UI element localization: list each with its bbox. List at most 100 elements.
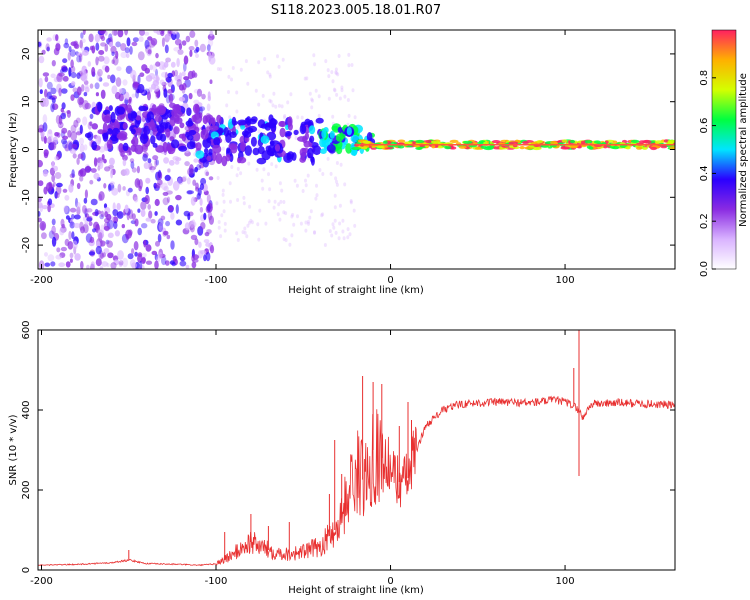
spectrogram-tone-cell xyxy=(329,130,335,139)
spectrogram-noise-cell xyxy=(51,218,56,226)
spectrogram-tone-cell xyxy=(173,117,183,124)
spectrogram-noise-cell xyxy=(183,76,190,81)
spectrogram-noise-cell xyxy=(125,53,130,59)
spectrogram-tone-cell xyxy=(240,124,246,130)
spectrogram-noise-cell xyxy=(79,124,83,134)
spectrogram-noise-cell xyxy=(61,102,66,110)
spectrogram-noise-cell xyxy=(277,103,281,108)
spectrogram-noise-cell xyxy=(328,229,332,234)
spectrogram-noise-cell xyxy=(236,125,240,130)
spectrogram-noise-cell xyxy=(203,239,210,244)
spectrogram-tone-cell xyxy=(216,114,222,124)
spectrogram-noise-cell xyxy=(51,103,59,110)
spectrogram-noise-cell xyxy=(170,61,176,68)
spectrogram-noise-cell xyxy=(48,135,55,144)
spectrogram-noise-cell xyxy=(346,235,350,240)
spectrogram-noise-cell xyxy=(283,114,287,118)
spectrogram-noise-cell xyxy=(95,42,100,51)
spectrogram-noise-cell xyxy=(286,100,290,105)
spectrogram-noise-cell xyxy=(59,227,65,236)
spectrogram-noise-cell xyxy=(329,171,333,176)
spectrogram-tone-cell xyxy=(247,125,258,133)
spectrogram-noise-cell xyxy=(85,213,90,219)
spectrogram-noise-cell xyxy=(239,171,243,176)
spectrogram-tone-cell xyxy=(186,107,192,116)
spectrogram-noise-cell xyxy=(247,161,251,166)
spectrogram-tone-cell xyxy=(245,116,252,126)
spectrogram-noise-cell xyxy=(54,132,59,137)
spectrogram-noise-cell xyxy=(183,62,187,72)
spectrogram-noise-cell xyxy=(99,160,104,169)
spectrogram-noise-cell xyxy=(168,159,175,166)
spectrogram-noise-cell xyxy=(67,130,72,138)
spectrogram-noise-cell xyxy=(92,228,97,233)
spectrogram-noise-cell xyxy=(82,69,87,80)
spectrogram-noise-cell xyxy=(80,261,84,269)
spectrogram-noise-cell xyxy=(326,156,330,161)
spectrogram-noise-cell xyxy=(351,88,355,93)
spectrogram-noise-cell xyxy=(122,159,127,167)
spectrogram-noise-cell xyxy=(200,222,206,230)
spectrogram-noise-cell xyxy=(126,37,131,47)
spectrogram-tone-cell xyxy=(178,145,188,152)
spectrogram-noise-cell xyxy=(101,261,109,267)
spectrogram-noise-cell xyxy=(311,98,314,103)
spectrogram-noise-cell xyxy=(71,143,78,149)
spectrogram-tone-cell xyxy=(403,141,413,145)
spectrogram-noise-cell xyxy=(44,76,49,83)
spectrogram-noise-cell xyxy=(164,174,171,181)
spectrogram-noise-cell xyxy=(235,109,239,114)
spectrogram-noise-cell xyxy=(115,41,121,48)
spectrogram-noise-cell xyxy=(306,173,310,178)
spectrogram-y-tick-label: -10 xyxy=(21,189,32,205)
spectrogram-tone-cell xyxy=(361,146,368,150)
spectrogram-noise-cell xyxy=(184,161,190,167)
spectrogram-noise-cell xyxy=(168,93,174,104)
spectrogram-noise-cell xyxy=(39,89,43,94)
spectrogram-noise-cell xyxy=(46,182,53,192)
spectrogram-noise-cell xyxy=(41,205,48,210)
spectrogram-noise-cell xyxy=(280,188,284,193)
spectrogram-noise-cell xyxy=(41,223,45,231)
snr-y-tick-label: 600 xyxy=(21,320,32,339)
spectrogram-noise-cell xyxy=(183,55,189,65)
spectrogram-noise-cell xyxy=(154,211,158,216)
spectrogram-noise-cell xyxy=(324,59,328,64)
spectrogram-noise-cell xyxy=(47,129,53,140)
spectrogram-noise-cell xyxy=(290,214,294,219)
spectrogram-noise-cell xyxy=(349,199,353,203)
spectrogram-tone-cell xyxy=(116,106,126,115)
spectrogram-tone-cell xyxy=(636,146,643,150)
spectrogram-noise-cell xyxy=(138,179,143,189)
spectrogram-tone-cell xyxy=(130,111,137,119)
spectrogram-tone-cell xyxy=(130,128,136,135)
spectrogram-noise-cell xyxy=(289,92,293,97)
spectrogram-noise-cell xyxy=(175,219,183,226)
spectrogram-noise-cell xyxy=(53,165,58,172)
spectrogram-noise-cell xyxy=(346,227,350,232)
spectrogram-noise-cell xyxy=(87,131,94,141)
spectrogram-noise-cell xyxy=(79,137,84,145)
spectrogram-noise-cell xyxy=(46,37,52,42)
spectrogram-noise-cell xyxy=(304,178,307,183)
spectrogram-noise-cell xyxy=(89,113,94,120)
spectrogram-tone-cell xyxy=(206,155,212,161)
spectrogram-noise-cell xyxy=(246,223,250,228)
spectrogram-tone-cell xyxy=(630,139,640,143)
spectrogram-noise-cell xyxy=(131,93,136,98)
spectrogram-noise-cell xyxy=(38,180,44,187)
spectrogram-noise-cell xyxy=(257,237,261,242)
spectrogram-noise-cell xyxy=(97,68,103,77)
spectrogram-noise-cell xyxy=(209,244,215,254)
spectrogram-noise-cell xyxy=(230,165,234,169)
spectrogram-noise-cell xyxy=(90,198,98,206)
spectrogram-noise-cell xyxy=(100,210,105,218)
spectrogram-tone-cell xyxy=(621,139,628,144)
spectrogram-tone-cell xyxy=(299,147,307,158)
spectrogram-noise-cell xyxy=(107,232,114,239)
spectrogram-tone-cell xyxy=(97,101,103,113)
spectrogram-noise-cell xyxy=(156,92,160,99)
spectrogram-noise-cell xyxy=(63,42,70,49)
spectrogram-tone-cell xyxy=(213,137,221,146)
spectrogram-tone-cell xyxy=(238,156,247,164)
